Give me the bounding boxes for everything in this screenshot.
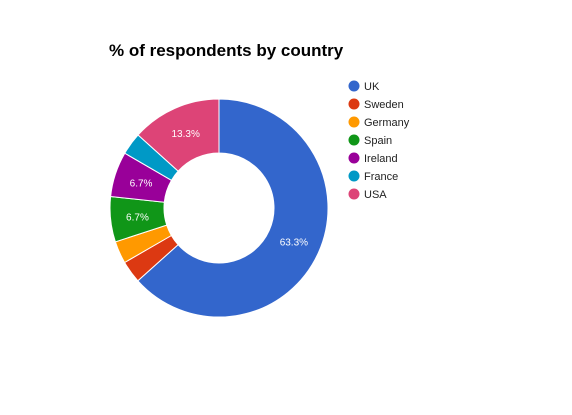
legend-item-france[interactable]: France: [348, 170, 399, 184]
legend-label: Spain: [364, 135, 392, 147]
legend-label: France: [364, 171, 398, 183]
legend-item-sweden[interactable]: Sweden: [348, 98, 404, 112]
slice-label-ireland: 6.7%: [130, 179, 153, 190]
slice-label-usa: 13.3%: [172, 129, 200, 140]
legend-item-ireland[interactable]: Ireland: [348, 152, 398, 166]
legend-item-germany[interactable]: Germany: [348, 116, 410, 130]
legend-swatch: [348, 134, 360, 146]
slice-uk[interactable]: [137, 98, 329, 318]
legend: UK Sweden Germany Spain Ireland France USA: [348, 80, 410, 202]
slice-label-uk: 63.3%: [280, 237, 308, 248]
legend-label: Germany: [364, 117, 410, 129]
slice-label-spain: 6.7%: [126, 213, 149, 224]
slice-usa[interactable]: [137, 98, 220, 172]
legend-item-spain[interactable]: Spain: [348, 134, 393, 148]
legend-item-usa[interactable]: USA: [348, 188, 388, 202]
legend-swatch: [348, 80, 360, 92]
legend-label: Ireland: [364, 153, 398, 165]
legend-swatch: [348, 98, 360, 110]
legend-swatch: [348, 170, 360, 182]
legend-label: USA: [364, 189, 387, 201]
legend-swatch: [348, 152, 360, 164]
legend-swatch: [348, 116, 360, 128]
legend-label: Sweden: [364, 99, 404, 111]
legend-swatch: [348, 188, 360, 200]
legend-label: UK: [364, 81, 380, 93]
slice-labels: 63.3% 6.7% 6.7% 13.3%: [126, 129, 308, 248]
legend-item-uk[interactable]: UK: [348, 80, 380, 94]
chart-title: % of respondents by country: [109, 41, 344, 60]
slices: [109, 98, 329, 318]
